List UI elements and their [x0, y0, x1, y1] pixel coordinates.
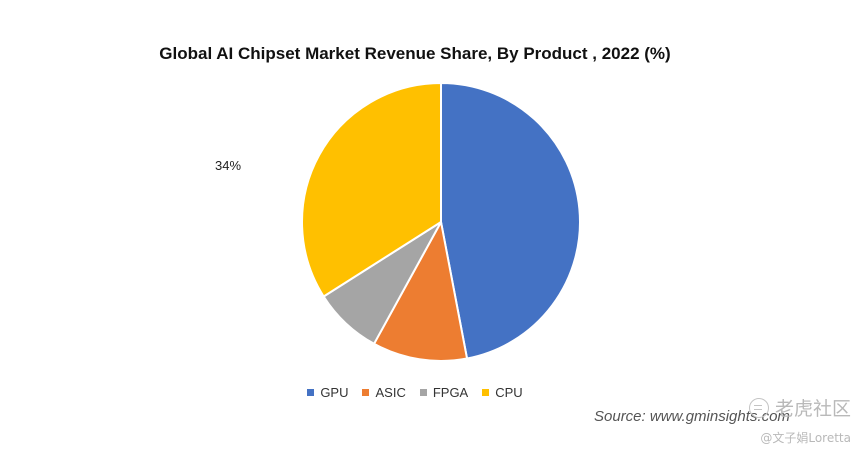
legend-swatch-fpga: [419, 389, 427, 396]
chart-title: Global AI Chipset Market Revenue Share, …: [159, 44, 671, 63]
pie-slice-asic: [372, 219, 469, 362]
legend-label-fpga: FPGA: [432, 385, 469, 400]
legend-swatch-cpu: [482, 389, 490, 396]
source-note: Source: www.gminsights.com: [594, 408, 790, 425]
legend-swatch-asic: [362, 389, 370, 396]
watermark-text: 老虎社区: [774, 398, 851, 420]
watermark-chat-icon: [748, 397, 769, 418]
legend-item-cpu: CPU: [482, 385, 523, 400]
legend-label-asic: ASIC: [375, 385, 406, 400]
watermark-handle: @文子娟Loretta: [760, 431, 851, 445]
data-label-cpu: 34%: [215, 158, 242, 173]
watermark-community: 老虎社区: [748, 394, 851, 421]
legend: GPU ASIC FPGA CPU: [0, 385, 830, 400]
legend-label-gpu: GPU: [320, 385, 349, 400]
legend-item-fpga: FPGA: [419, 385, 469, 400]
pie-slice-cpu: [301, 81, 442, 298]
legend-swatch-gpu: [307, 389, 315, 396]
pie-slice-gpu: [440, 81, 581, 360]
legend-item-asic: ASIC: [362, 385, 406, 400]
legend-item-gpu: GPU: [307, 385, 348, 400]
legend-label-cpu: CPU: [495, 385, 523, 400]
